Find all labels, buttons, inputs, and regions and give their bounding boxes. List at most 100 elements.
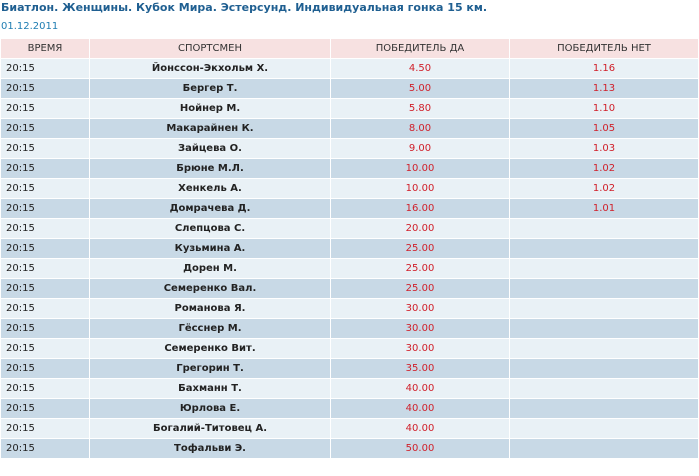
win-yes-odds[interactable]: 50.00 (331, 439, 509, 458)
athlete-cell: Нойнер М. (90, 99, 330, 118)
page-title: Биатлон. Женщины. Кубок Мира. Эстерсунд.… (1, 1, 488, 14)
time-cell: 20:15 (1, 79, 89, 98)
athlete-cell: Кузьмина А. (90, 239, 330, 258)
win-no-odds (510, 359, 698, 378)
athlete-cell: Гёсснер М. (90, 319, 330, 338)
column-header-win-no[interactable]: ПОБЕДИТЕЛЬ НЕТ (510, 39, 698, 58)
time-cell: 20:15 (1, 319, 89, 338)
table-header-row: ВРЕМЯ СПОРТСМЕН ПОБЕДИТЕЛЬ ДА ПОБЕДИТЕЛЬ… (1, 39, 698, 58)
win-yes-odds[interactable]: 30.00 (331, 299, 509, 318)
table-row: 20:15 Тофальви Э. 50.00 (1, 439, 698, 458)
table-row: 20:15 Семеренко Вит. 30.00 (1, 339, 698, 358)
athlete-cell: Бахманн Т. (90, 379, 330, 398)
win-no-odds (510, 279, 698, 298)
win-yes-odds[interactable]: 4.50 (331, 59, 509, 78)
athlete-cell: Тофальви Э. (90, 439, 330, 458)
time-cell: 20:15 (1, 99, 89, 118)
table-row: 20:15 Брюне М.Л. 10.00 1.02 (1, 159, 698, 178)
win-yes-odds[interactable]: 40.00 (331, 419, 509, 438)
win-no-odds[interactable]: 1.13 (510, 79, 698, 98)
time-cell: 20:15 (1, 439, 89, 458)
win-no-odds (510, 339, 698, 358)
win-no-odds (510, 439, 698, 458)
win-yes-odds[interactable]: 16.00 (331, 199, 509, 218)
athlete-cell: Макарайнен К. (90, 119, 330, 138)
win-yes-odds[interactable]: 9.00 (331, 139, 509, 158)
table-row: 20:15 Зайцева О. 9.00 1.03 (1, 139, 698, 158)
event-date: 01.12.2011 (1, 21, 59, 32)
table-row: 20:15 Нойнер М. 5.80 1.10 (1, 99, 698, 118)
table-row: 20:15 Семеренко Вал. 25.00 (1, 279, 698, 298)
column-header-athlete[interactable]: СПОРТСМЕН (90, 39, 330, 58)
win-yes-odds[interactable]: 10.00 (331, 179, 509, 198)
win-yes-odds[interactable]: 30.00 (331, 339, 509, 358)
table-row: 20:15 Йонссон-Экхольм Х. 4.50 1.16 (1, 59, 698, 78)
win-no-odds[interactable]: 1.05 (510, 119, 698, 138)
athlete-cell: Романова Я. (90, 299, 330, 318)
athlete-cell: Юрлова Е. (90, 399, 330, 418)
athlete-cell: Грегорин Т. (90, 359, 330, 378)
column-header-time[interactable]: ВРЕМЯ (1, 39, 89, 58)
table-row: 20:15 Кузьмина А. 25.00 (1, 239, 698, 258)
win-yes-odds[interactable]: 10.00 (331, 159, 509, 178)
win-no-odds (510, 239, 698, 258)
athlete-cell: Семеренко Вал. (90, 279, 330, 298)
time-cell: 20:15 (1, 399, 89, 418)
win-yes-odds[interactable]: 35.00 (331, 359, 509, 378)
time-cell: 20:15 (1, 199, 89, 218)
time-cell: 20:15 (1, 159, 89, 178)
win-yes-odds[interactable]: 40.00 (331, 379, 509, 398)
win-no-odds (510, 379, 698, 398)
athlete-cell: Брюне М.Л. (90, 159, 330, 178)
win-no-odds[interactable]: 1.01 (510, 199, 698, 218)
table-row: 20:15 Гёсснер М. 30.00 (1, 319, 698, 338)
athlete-cell: Семеренко Вит. (90, 339, 330, 358)
athlete-cell: Богалий-Титовец А. (90, 419, 330, 438)
athlete-cell: Слепцова С. (90, 219, 330, 238)
athlete-cell: Зайцева О. (90, 139, 330, 158)
win-no-odds[interactable]: 1.02 (510, 179, 698, 198)
athlete-cell: Бергер Т. (90, 79, 330, 98)
column-header-win-yes[interactable]: ПОБЕДИТЕЛЬ ДА (331, 39, 509, 58)
win-yes-odds[interactable]: 40.00 (331, 399, 509, 418)
win-yes-odds[interactable]: 25.00 (331, 259, 509, 278)
time-cell: 20:15 (1, 419, 89, 438)
table-row: 20:15 Юрлова Е. 40.00 (1, 399, 698, 418)
time-cell: 20:15 (1, 219, 89, 238)
time-cell: 20:15 (1, 239, 89, 258)
win-no-odds (510, 219, 698, 238)
time-cell: 20:15 (1, 379, 89, 398)
time-cell: 20:15 (1, 119, 89, 138)
time-cell: 20:15 (1, 139, 89, 158)
win-yes-odds[interactable]: 25.00 (331, 239, 509, 258)
win-no-odds (510, 299, 698, 318)
win-yes-odds[interactable]: 5.80 (331, 99, 509, 118)
table-row: 20:15 Дорен М. 25.00 (1, 259, 698, 278)
table-row: 20:15 Домрачева Д. 16.00 1.01 (1, 199, 698, 218)
table-row: 20:15 Грегорин Т. 35.00 (1, 359, 698, 378)
win-yes-odds[interactable]: 8.00 (331, 119, 509, 138)
win-yes-odds[interactable]: 25.00 (331, 279, 509, 298)
win-no-odds[interactable]: 1.16 (510, 59, 698, 78)
athlete-cell: Дорен М. (90, 259, 330, 278)
win-no-odds[interactable]: 1.03 (510, 139, 698, 158)
time-cell: 20:15 (1, 299, 89, 318)
table-row: 20:15 Богалий-Титовец А. 40.00 (1, 419, 698, 438)
win-no-odds (510, 259, 698, 278)
table-row: 20:15 Макарайнен К. 8.00 1.05 (1, 119, 698, 138)
time-cell: 20:15 (1, 359, 89, 378)
time-cell: 20:15 (1, 339, 89, 358)
table-row: 20:15 Бахманн Т. 40.00 (1, 379, 698, 398)
win-yes-odds[interactable]: 5.00 (331, 79, 509, 98)
table-row: 20:15 Бергер Т. 5.00 1.13 (1, 79, 698, 98)
table-row: 20:15 Романова Я. 30.00 (1, 299, 698, 318)
win-no-odds[interactable]: 1.10 (510, 99, 698, 118)
win-no-odds[interactable]: 1.02 (510, 159, 698, 178)
win-yes-odds[interactable]: 30.00 (331, 319, 509, 338)
table-row: 20:15 Хенкель А. 10.00 1.02 (1, 179, 698, 198)
win-yes-odds[interactable]: 20.00 (331, 219, 509, 238)
athlete-cell: Йонссон-Экхольм Х. (90, 59, 330, 78)
win-no-odds (510, 419, 698, 438)
table-row: 20:15 Слепцова С. 20.00 (1, 219, 698, 238)
athlete-cell: Хенкель А. (90, 179, 330, 198)
